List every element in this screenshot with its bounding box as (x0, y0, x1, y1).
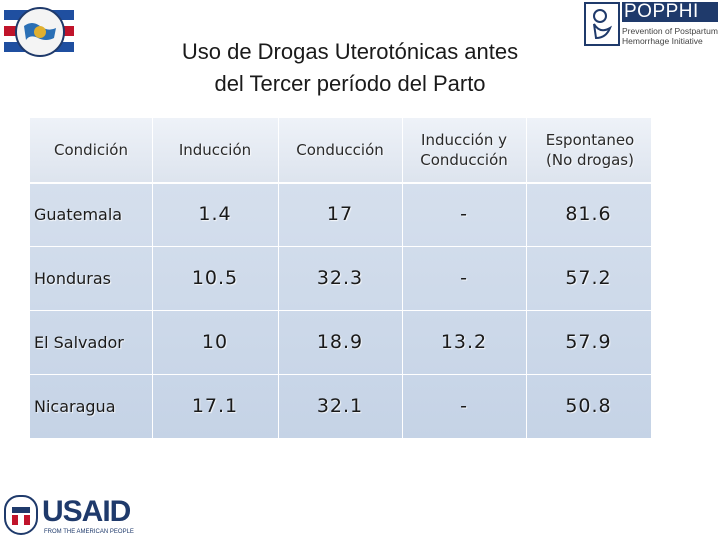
header-induccion: Inducción (178, 141, 252, 159)
table-cell: 81.6 (565, 203, 612, 225)
column-divider (402, 118, 403, 438)
table-header-band (30, 118, 651, 182)
row-label-honduras: Honduras (34, 268, 111, 288)
row-label-nicaragua: Nicaragua (34, 396, 116, 416)
row-label-el-salvador: El Salvador (34, 332, 124, 352)
data-table: Condición Inducción Conducción Inducción… (30, 118, 651, 438)
usaid-wordmark: USAID (42, 495, 131, 528)
usaid-from-text: FROM THE AMERICAN PEOPLE (44, 529, 134, 535)
table-cell: 32.3 (316, 267, 364, 289)
table-cell: - (460, 267, 468, 289)
table-cell: 13.2 (440, 331, 488, 353)
popphi-logo: POPPHI Prevention of Postpartum Hemorrha… (584, 1, 718, 50)
table-cell: 17 (326, 203, 354, 225)
title-line-1: Uso de Drogas Uterotónicas antes (181, 39, 519, 64)
title-line-2: del Tercer período del Parto (214, 71, 486, 96)
popphi-tagline: Prevention of Postpartum Hemorrhage Init… (622, 26, 718, 46)
column-divider (278, 118, 279, 438)
row-divider (30, 374, 651, 375)
row-divider (30, 246, 651, 247)
popphi-emblem-icon (584, 2, 620, 46)
table-cell: - (460, 203, 468, 225)
table-cell: 57.2 (565, 267, 612, 289)
popphi-brand-bar (622, 2, 718, 22)
slide-title: Uso de Drogas Uterotónicas antes del Ter… (90, 36, 610, 100)
table-cell: 17.1 (191, 395, 239, 417)
header-condicion: Condición (54, 141, 128, 159)
table-cell: 50.8 (565, 395, 612, 417)
row-label-guatemala: Guatemala (34, 204, 123, 224)
table-cell: 10.5 (191, 267, 239, 289)
table-cell: 10 (201, 331, 229, 353)
table-cell: 57.9 (565, 331, 612, 353)
row-divider (30, 310, 651, 311)
header-conduccion: Conducción (296, 141, 384, 159)
table-cell: 18.9 (316, 331, 364, 353)
table-cell: 32.1 (316, 395, 364, 417)
column-divider (152, 118, 153, 438)
table-cell: 1.4 (198, 203, 232, 225)
column-divider (526, 118, 527, 438)
usaid-seal-icon (4, 495, 38, 535)
header-espontaneo: Espontaneo (No drogas) (545, 131, 635, 169)
institution-logo (2, 2, 78, 72)
usaid-logo: USAID FROM THE AMERICAN PEOPLE (4, 493, 134, 539)
header-induccion-conduccion: Inducción y Conducción (420, 131, 508, 169)
popphi-brand: POPPHI (624, 1, 699, 22)
table-cell: - (460, 395, 468, 417)
